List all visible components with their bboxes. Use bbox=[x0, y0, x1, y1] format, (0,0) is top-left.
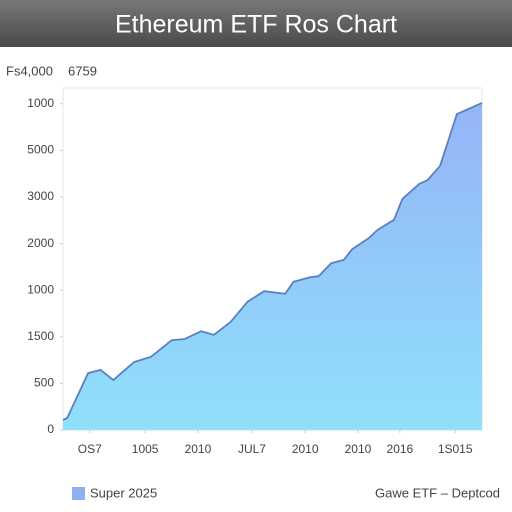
x-tick-label: 2016 bbox=[387, 442, 414, 456]
header-label: Fs4,000 bbox=[6, 63, 53, 78]
header-value: 6759 bbox=[68, 63, 97, 78]
title-bar bbox=[0, 0, 512, 47]
y-tick-label: 500 bbox=[34, 376, 54, 390]
x-tick-label: 1S015 bbox=[438, 442, 473, 456]
x-tick-label: 2010 bbox=[292, 442, 319, 456]
line bbox=[62, 102, 483, 421]
legend-swatch bbox=[72, 487, 85, 500]
legend-label: Super 2025 bbox=[90, 485, 157, 500]
y-tick-label: 3000 bbox=[27, 189, 54, 203]
x-tick-label: JUL7 bbox=[238, 442, 266, 456]
y-tick-label: 1000 bbox=[27, 282, 54, 296]
chart-title: Ethereum ETF Ros Chart bbox=[115, 11, 397, 39]
x-tick-label: 2010 bbox=[185, 442, 212, 456]
y-tick-label: 1000 bbox=[27, 96, 54, 110]
footnote: Gawe ETF – Deptcod bbox=[375, 485, 500, 500]
y-tick-label: 2000 bbox=[27, 236, 54, 250]
x-tick-label: 2010 bbox=[345, 442, 372, 456]
area bbox=[63, 102, 482, 431]
x-tick-label: OS7 bbox=[78, 442, 102, 456]
y-tick-label: 1500 bbox=[27, 329, 54, 343]
y-tick-label: 5000 bbox=[27, 143, 54, 157]
x-tick-label: 1005 bbox=[132, 442, 159, 456]
y-tick-label: 0 bbox=[47, 422, 54, 436]
